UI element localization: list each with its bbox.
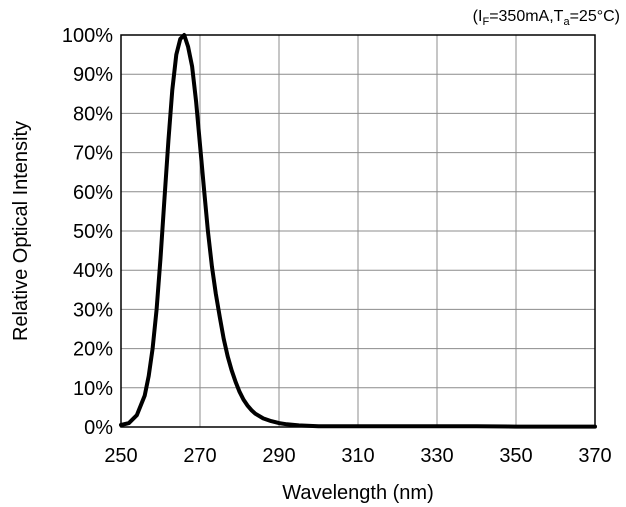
plot-frame (120, 34, 596, 428)
grid (121, 35, 595, 427)
test-condition-label: (IF=350mA,Ta=25°C) (473, 8, 620, 28)
y-tick-label: 40% (73, 260, 113, 282)
condition-mid: =350mA,T (489, 8, 563, 25)
x-tick-label: 270 (183, 445, 216, 467)
x-tick-label: 350 (499, 445, 532, 467)
condition-close: =25°C) (570, 8, 620, 25)
x-tick-labels: 250 270 290 310 330 350 370 (104, 445, 611, 467)
condition-open: (I (473, 8, 483, 25)
y-tick-label: 100% (62, 25, 113, 47)
y-tick-labels: 0% 10% 20% 30% 40% 50% 60% 70% 80% 90% 100% (62, 25, 113, 439)
y-tick-label: 70% (73, 143, 113, 165)
condition-sub-forward-current: F (482, 16, 489, 28)
y-tick-label: 80% (73, 103, 113, 125)
spectrum-curve (119, 33, 597, 429)
y-tick-label: 0% (84, 417, 113, 439)
x-tick-label: 250 (104, 445, 137, 467)
y-tick-label: 50% (73, 221, 113, 243)
x-tick-label: 310 (341, 445, 374, 467)
y-axis-label: Relative Optical Intensity (10, 121, 32, 341)
y-tick-label: 10% (73, 378, 113, 400)
condition-sub-ambient: a (563, 16, 570, 28)
x-tick-label: 370 (578, 445, 611, 467)
y-tick-label: 20% (73, 339, 113, 361)
y-tick-label: 60% (73, 182, 113, 204)
x-axis-label: Wavelength (nm) (282, 482, 434, 504)
x-tick-label: 290 (262, 445, 295, 467)
y-tick-label: 30% (73, 299, 113, 321)
x-tick-label: 330 (420, 445, 453, 467)
y-tick-label: 90% (73, 64, 113, 86)
